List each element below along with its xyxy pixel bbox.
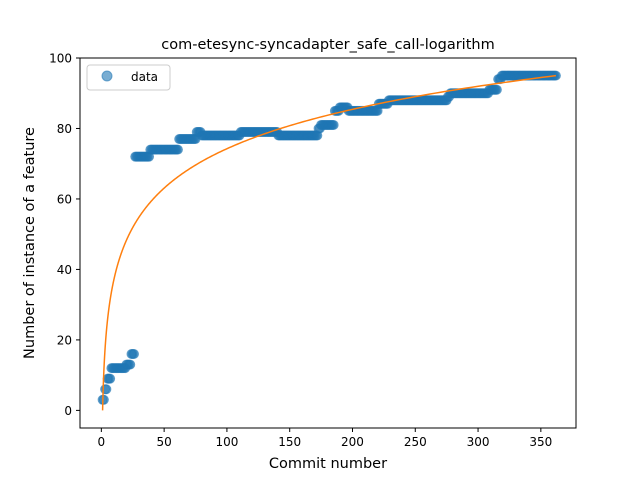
x-tick-label: 250 [404,435,427,449]
data-point [98,394,109,405]
data-point [328,119,339,130]
y-axis: 0 20 40 60 80 100 [49,52,80,418]
x-tick-label: 100 [215,435,238,449]
data-point [128,349,139,359]
data-point [172,144,183,155]
x-tick-label: 150 [278,435,301,449]
chart-title: com-etesync-syncadapter_safe_call-logari… [161,37,494,53]
x-axis: 0 50 100 150 200 250 300 350 [98,428,552,449]
y-axis-label: Number of instance of a feature [22,127,38,359]
data-point [125,359,136,370]
fit-line [101,74,557,411]
legend: data [86,64,171,91]
data-point [101,384,112,395]
y-tick-label: 60 [57,192,72,206]
y-tick-label: 100 [49,52,72,66]
x-tick-label: 0 [98,435,106,449]
x-tick-label: 350 [529,435,552,449]
plot-area [97,70,561,411]
data-point [491,84,502,95]
legend-label-data: data [131,70,158,84]
plot-frame [79,57,577,429]
x-tick-label: 50 [156,435,171,449]
x-tick-label: 200 [341,435,364,449]
data-point [105,373,116,384]
y-tick-label: 80 [57,122,72,136]
x-tick-label: 300 [467,435,490,449]
x-axis-label: Commit number [269,456,387,472]
y-tick-label: 40 [57,263,72,277]
y-tick-label: 0 [64,404,72,418]
y-tick-label: 20 [57,333,72,347]
legend-marker-data [101,70,113,82]
